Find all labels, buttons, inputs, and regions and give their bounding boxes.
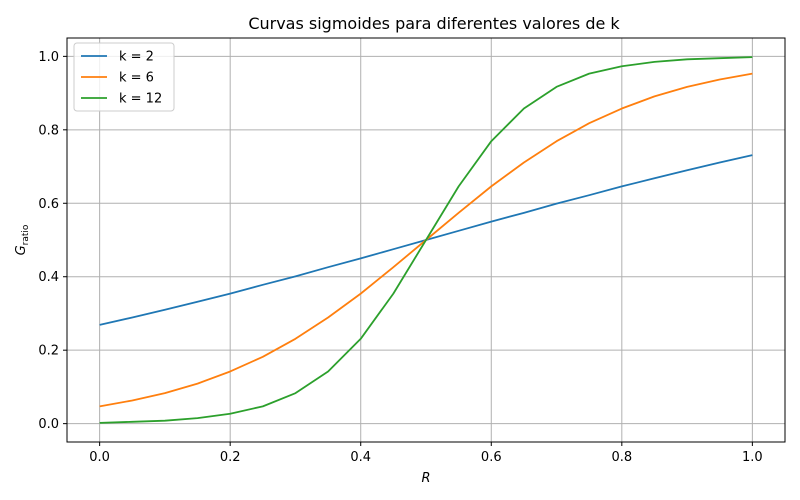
- series-lines: [100, 57, 753, 423]
- x-tick-label: 1.0: [742, 450, 763, 465]
- legend-label-2: k = 6: [119, 71, 154, 86]
- x-tick-label: 0.8: [611, 450, 632, 465]
- x-axis-label: R: [421, 471, 430, 486]
- y-tick-label: 1.0: [38, 50, 59, 65]
- y-axis-label-main: G: [14, 245, 29, 255]
- x-tick-label: 0.0: [89, 450, 110, 465]
- axis-ticks: 0.0 0.2 0.4 0.6 0.8 1.0 0.0 0.2 0.4 0.6 0.8 1.0: [38, 50, 762, 465]
- legend: k = 2 k = 6 k = 12: [74, 43, 174, 111]
- x-tick-label: 0.6: [481, 450, 502, 465]
- y-tick-label: 0.6: [38, 197, 59, 212]
- x-tick-label: 0.2: [220, 450, 241, 465]
- series-line-3: [100, 57, 753, 423]
- y-axis-label-subscript: ratio: [21, 224, 31, 245]
- x-tick-label: 0.4: [350, 450, 371, 465]
- chart-title: Curvas sigmoides para diferentes valores…: [248, 14, 620, 33]
- legend-label-1: k = 2: [119, 50, 154, 65]
- legend-label-3: k = 12: [119, 92, 162, 107]
- y-axis-label: Gratio: [14, 224, 31, 255]
- y-tick-label: 0.8: [38, 123, 59, 138]
- y-tick-label: 0.4: [38, 270, 59, 285]
- y-tick-label: 0.0: [38, 417, 59, 432]
- y-tick-label: 0.2: [38, 344, 59, 359]
